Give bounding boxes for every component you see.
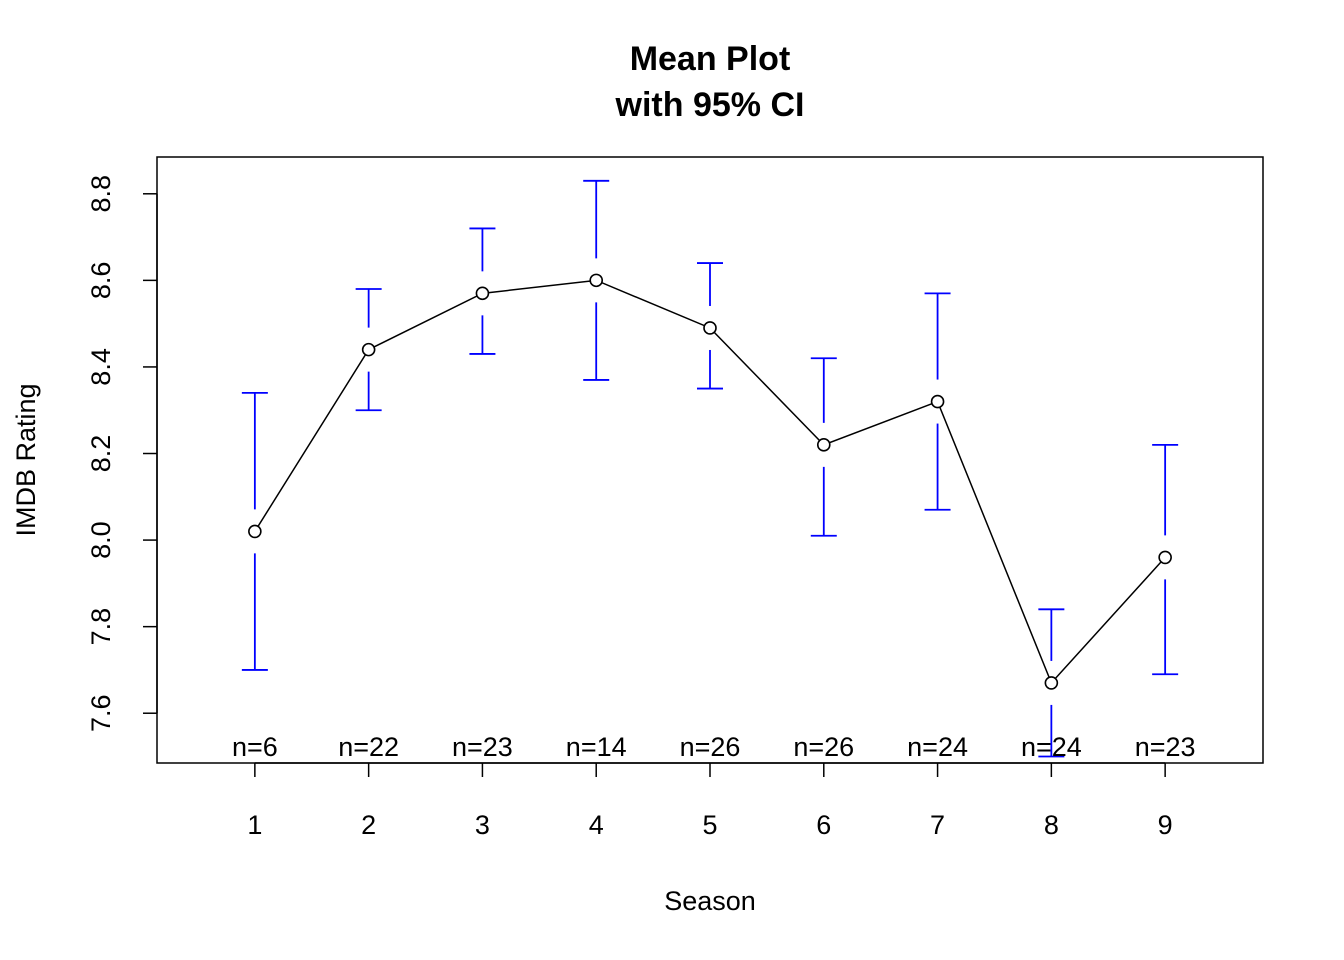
mean-point — [1044, 676, 1059, 690]
y-tick-label: 8.4 — [86, 348, 116, 386]
y-tick-label: 8.2 — [86, 435, 116, 473]
n-label: n=23 — [1135, 732, 1196, 762]
mean-point — [703, 321, 717, 335]
mean-line — [254, 279, 1166, 685]
x-tick-label: 5 — [702, 810, 717, 840]
n-label: n=24 — [907, 732, 968, 762]
n-label: n=26 — [680, 732, 741, 762]
x-tick-label: 1 — [247, 810, 262, 840]
n-label: n=14 — [566, 732, 627, 762]
plot-frame — [156, 156, 1264, 764]
y-tick-label: 8.8 — [86, 175, 116, 213]
x-axis-label: Season — [664, 886, 756, 916]
chart-title: Mean Plot — [630, 40, 791, 78]
x-axis: 1 2 3 4 5 6 7 8 9 — [247, 762, 1173, 840]
mean-point — [248, 524, 262, 539]
confidence-intervals — [241, 179, 1179, 758]
n-label: n=6 — [232, 732, 278, 762]
x-tick-label: 8 — [1044, 810, 1059, 840]
y-tick-label: 7.8 — [86, 608, 116, 646]
mean-point — [1158, 550, 1172, 565]
y-tick-label: 7.6 — [86, 694, 116, 732]
y-tick-label: 8.0 — [86, 521, 116, 559]
mean-point — [589, 273, 604, 288]
mean-point — [930, 394, 945, 409]
mean-points — [248, 273, 1172, 690]
mean-point — [816, 438, 831, 452]
x-tick-label: 2 — [361, 810, 376, 840]
x-tick-label: 3 — [475, 810, 490, 840]
n-label: n=24 — [1021, 732, 1082, 762]
n-label: n=22 — [338, 732, 399, 762]
x-tick-label: 9 — [1158, 810, 1173, 840]
n-label: n=23 — [452, 732, 513, 762]
x-tick-label: 6 — [816, 810, 831, 840]
n-label: n=26 — [793, 732, 854, 762]
y-axis-label: IMDB Rating — [11, 383, 41, 536]
y-tick-label: 8.6 — [86, 262, 116, 300]
mean-line-group — [254, 279, 1166, 685]
y-axis: 7.6 7.8 8.0 8.2 8.4 8.6 8.8 — [86, 175, 158, 732]
mean-point — [361, 342, 376, 357]
x-tick-label: 4 — [589, 810, 604, 840]
mean-point — [475, 286, 490, 301]
sample-size-labels: n=6 n=22 n=23 n=14 n=26 n=26 n=24 n=24 n=23 — [232, 732, 1196, 762]
x-tick-label: 7 — [930, 810, 945, 840]
chart-subtitle: with 95% CI — [615, 86, 805, 124]
